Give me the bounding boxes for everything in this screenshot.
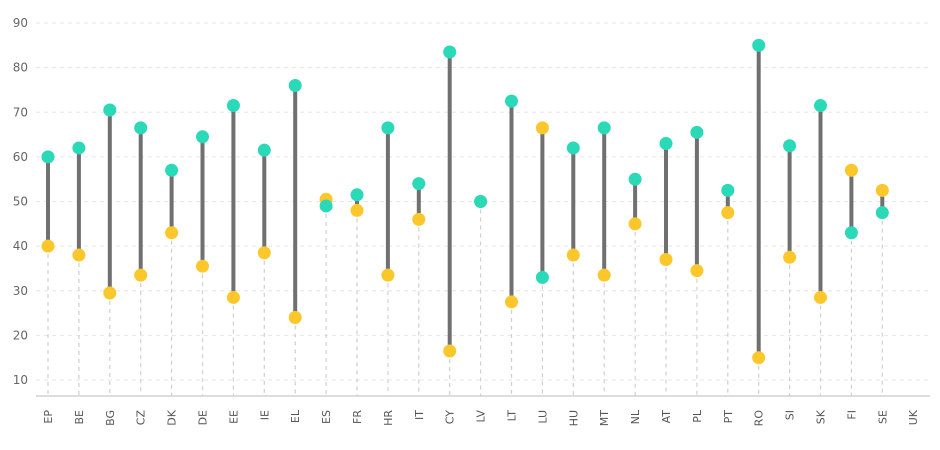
point-teal <box>566 141 580 155</box>
x-tick-label: SI <box>784 410 797 420</box>
point-yellow <box>659 253 673 267</box>
x-tick-label: HR <box>382 410 395 426</box>
point-yellow <box>381 268 395 282</box>
x-tick-label: BE <box>73 410 86 425</box>
y-tick-label: 40 <box>13 239 28 253</box>
y-tick-label: 50 <box>13 195 28 209</box>
point-yellow <box>566 248 580 262</box>
point-yellow <box>288 311 302 325</box>
x-tick-label: SE <box>876 410 889 424</box>
point-teal <box>628 172 642 186</box>
x-tick-label: LU <box>536 410 549 424</box>
point-teal <box>257 143 271 157</box>
y-tick-label: 80 <box>13 61 28 75</box>
point-teal <box>814 99 827 113</box>
point-teal <box>474 195 488 208</box>
x-axis: EP BE BG CZ DK DE EE IE EL ES FR HR IT CY LV LT LU HU MT NL… <box>42 409 920 426</box>
y-axis: 10 20 30 40 50 60 70 80 90 <box>13 16 28 387</box>
point-yellow <box>814 290 827 304</box>
point-yellow <box>783 250 797 264</box>
point-teal <box>196 130 209 144</box>
x-tick-label: CY <box>444 410 457 424</box>
x-tick-label: DE <box>197 410 210 425</box>
point-teal <box>659 136 673 150</box>
point-teal <box>597 121 611 135</box>
x-tick-label: FI <box>845 410 858 420</box>
point-yellow <box>41 239 55 253</box>
point-yellow <box>690 264 704 278</box>
point-teal <box>165 163 179 177</box>
point-teal <box>752 38 766 52</box>
point-teal <box>783 139 797 153</box>
point-teal <box>505 94 518 108</box>
point-yellow <box>103 286 117 300</box>
point-yellow <box>196 259 209 273</box>
x-tick-label: FR <box>351 410 364 424</box>
point-yellow <box>72 248 86 262</box>
x-tick-label: DK <box>166 409 179 425</box>
x-tick-label: SK <box>815 409 828 424</box>
point-teal <box>350 188 364 202</box>
point-teal <box>319 199 333 213</box>
point-teal <box>690 125 704 139</box>
x-tick-label: NL <box>629 409 642 424</box>
x-tick-label: PL <box>691 409 704 423</box>
point-teal <box>875 206 889 220</box>
point-teal <box>41 150 55 164</box>
point-yellow <box>165 226 179 240</box>
point-yellow <box>597 268 611 282</box>
x-tick-label: EL <box>289 409 302 423</box>
x-tick-label: AT <box>660 410 673 424</box>
x-tick-label: IT <box>413 410 426 420</box>
point-teal <box>844 226 858 240</box>
x-tick-label: LV <box>475 410 488 423</box>
point-teal <box>412 177 426 191</box>
x-tick-label: HU <box>567 410 580 426</box>
x-tick-label: PT <box>722 410 735 424</box>
y-tick-label: 70 <box>13 105 28 119</box>
point-yellow <box>844 163 858 177</box>
point-yellow <box>721 206 735 220</box>
point-teal <box>443 45 457 59</box>
point-teal <box>288 78 302 92</box>
y-tick-label: 30 <box>13 284 28 298</box>
x-tick-label: ES <box>320 410 333 424</box>
point-teal <box>381 121 395 135</box>
x-tick-label: EP <box>42 410 55 424</box>
point-yellow <box>628 217 642 231</box>
point-yellow <box>535 121 549 135</box>
x-tick-label: BG <box>104 410 117 426</box>
point-yellow <box>257 246 271 260</box>
point-yellow <box>134 268 148 282</box>
point-teal <box>535 270 549 284</box>
x-tick-label: CZ <box>135 410 148 426</box>
chart-marks <box>41 38 889 396</box>
x-tick-label: MT <box>598 410 611 426</box>
y-tick-label: 60 <box>13 150 28 164</box>
point-yellow <box>412 212 426 226</box>
x-tick-label: IE <box>258 410 271 420</box>
gridlines <box>36 22 930 381</box>
point-yellow <box>875 183 889 197</box>
x-tick-label: EE <box>227 410 240 424</box>
point-yellow <box>443 344 457 358</box>
point-teal <box>226 99 240 113</box>
x-tick-label: RO <box>753 410 766 427</box>
point-teal <box>103 103 117 117</box>
x-tick-label: UK <box>907 409 920 425</box>
point-yellow <box>226 290 240 304</box>
point-yellow <box>752 351 766 365</box>
point-yellow <box>350 203 364 217</box>
point-teal <box>72 141 86 155</box>
y-tick-label: 20 <box>13 328 28 342</box>
point-teal <box>134 121 148 135</box>
point-teal <box>721 183 735 197</box>
point-yellow <box>505 295 518 309</box>
y-tick-label: 10 <box>13 373 28 387</box>
y-tick-label: 90 <box>13 16 28 30</box>
x-tick-label: LT <box>506 410 519 422</box>
